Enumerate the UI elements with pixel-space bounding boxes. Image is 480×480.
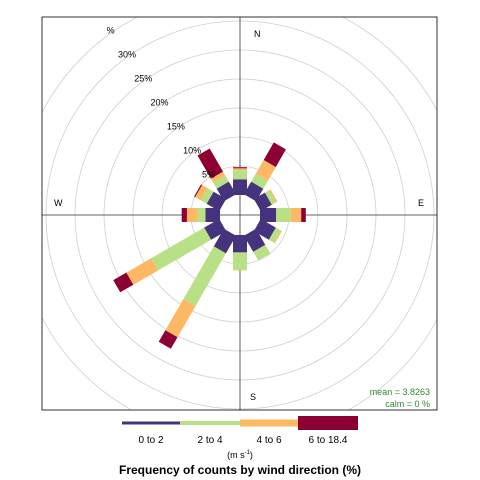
sector-240-bin-2 (126, 258, 159, 285)
sector-bars (113, 142, 306, 349)
legend-swatch-2 (240, 419, 298, 427)
sector-270-bin-0 (205, 208, 220, 222)
units-label: (m s-1) (227, 450, 253, 460)
sector-270-bin-1 (197, 208, 206, 222)
stat-calm: calm = 0 % (385, 399, 430, 409)
sector-300-bin-1 (200, 188, 214, 204)
legend-swatch-0 (122, 421, 180, 425)
sector-300-bin-3 (194, 184, 203, 198)
sector-330-bin-0 (216, 181, 237, 202)
compass-west: W (54, 198, 63, 208)
sector-90-bin-1 (276, 208, 291, 222)
sector-270-bin-2 (186, 208, 198, 222)
sector-330-bin-2 (210, 171, 226, 183)
sector-270-bin-3 (181, 208, 187, 222)
ring-label-30: 30% (118, 50, 136, 60)
sector-240-bin-0 (204, 218, 227, 240)
sector-120-bin-2 (273, 230, 282, 244)
sector-150-bin-0 (243, 228, 266, 252)
sector-210-bin-3 (158, 330, 178, 349)
sector-90-bin-3 (301, 208, 306, 222)
sector-180-bin-2 (233, 269, 247, 271)
sector-150-bin-1 (253, 244, 271, 261)
sector-0-bin-1 (233, 170, 247, 180)
sector-210-bin-2 (165, 299, 196, 338)
sector-0-bin-2 (233, 168, 247, 171)
compass-south: S (250, 392, 256, 402)
sector-240-bin-1 (151, 227, 212, 271)
legend-label-0: 0 to 2 (138, 435, 163, 446)
sector-60-bin-2 (268, 189, 278, 203)
sector-60-bin-0 (253, 192, 272, 212)
sector-30-bin-2 (255, 160, 276, 181)
legend-label-2: 4 to 6 (256, 435, 281, 446)
ring-label-25: 25% (134, 74, 152, 84)
sector-30-bin-1 (251, 173, 268, 189)
ring-labels: 5% 10% 15% 20% 25% 30%% (107, 26, 215, 180)
legend: 0 to 2 2 to 4 4 to 6 6 to 18.4 (122, 416, 358, 446)
chart-title: Frequency of counts by wind direction (%… (119, 463, 361, 477)
legend-label-1: 2 to 4 (197, 435, 222, 446)
sector-180-bin-0 (233, 235, 247, 253)
legend-swatch-1 (180, 421, 240, 425)
legend-swatch-3 (298, 416, 358, 430)
sector-300-bin-2 (195, 185, 208, 201)
ring-label-20: 20% (151, 98, 169, 108)
sector-330-bin-3 (197, 148, 223, 179)
sector-60-bin-1 (264, 190, 276, 205)
ring-label-5: 5% (202, 169, 215, 179)
stat-mean: mean = 3.8263 (370, 387, 430, 397)
sector-90-bin-2 (290, 208, 302, 222)
sector-90-bin-0 (260, 208, 277, 222)
axes-lines (42, 17, 437, 410)
ring-label-35: % (107, 26, 115, 36)
ring-label-10: 10% (183, 145, 201, 155)
plot-frame (41, 16, 438, 411)
compass-east: E (418, 198, 424, 208)
sector-330-bin-1 (213, 175, 229, 189)
compass-north: N (254, 29, 261, 39)
sector-30-bin-3 (263, 142, 286, 167)
sector-180-bin-1 (233, 252, 247, 270)
sector-240-bin-3 (113, 272, 134, 293)
sector-0-bin-0 (233, 179, 247, 195)
sector-210-bin-1 (183, 246, 226, 307)
sector-120-bin-1 (268, 227, 281, 243)
ring-label-15: 15% (167, 122, 185, 132)
legend-label-3: 6 to 18.4 (309, 435, 348, 446)
sector-120-bin-0 (253, 218, 276, 240)
sector-210-bin-0 (213, 228, 237, 254)
sector-0-bin-3 (233, 167, 247, 169)
